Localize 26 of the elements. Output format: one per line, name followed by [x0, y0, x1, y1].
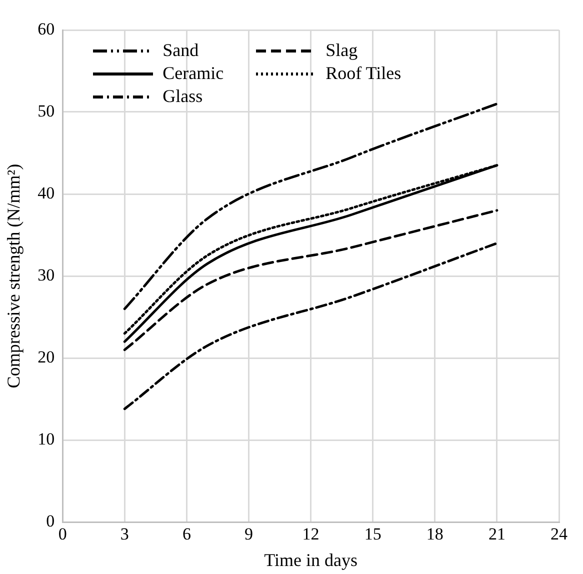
x-tick-label: 18	[426, 524, 444, 544]
y-tick-label: 20	[38, 347, 55, 366]
y-tick-label: 10	[38, 429, 55, 448]
y-tick-label: 50	[38, 101, 55, 120]
line-series	[123, 102, 498, 310]
x-tick-label: 21	[488, 524, 506, 544]
y-tick-label: 40	[38, 183, 55, 202]
x-tick-label: 0	[58, 524, 67, 544]
legend-label: Ceramic	[162, 63, 224, 84]
x-tick-label: 15	[364, 524, 382, 544]
x-tick-label: 6	[182, 524, 191, 544]
x-tick-label: 12	[302, 524, 320, 544]
y-tick-label: 30	[38, 265, 55, 284]
x-axis-title: Time in days	[264, 550, 358, 570]
legend-label: Roof Tiles	[326, 63, 402, 84]
line-series	[123, 209, 498, 352]
x-tick-label: 9	[244, 524, 253, 544]
legend-label: Slag	[326, 40, 358, 61]
y-axis-title: Compressive strength (N/mm²)	[4, 164, 24, 388]
x-tick-label: 24	[550, 524, 568, 544]
y-tick-label: 0	[46, 511, 55, 530]
legend-label: Glass	[162, 86, 203, 107]
y-tick-label: 60	[38, 19, 55, 38]
legend-label: Sand	[162, 40, 199, 61]
x-tick-label: 3	[120, 524, 129, 544]
line-series	[123, 242, 498, 410]
